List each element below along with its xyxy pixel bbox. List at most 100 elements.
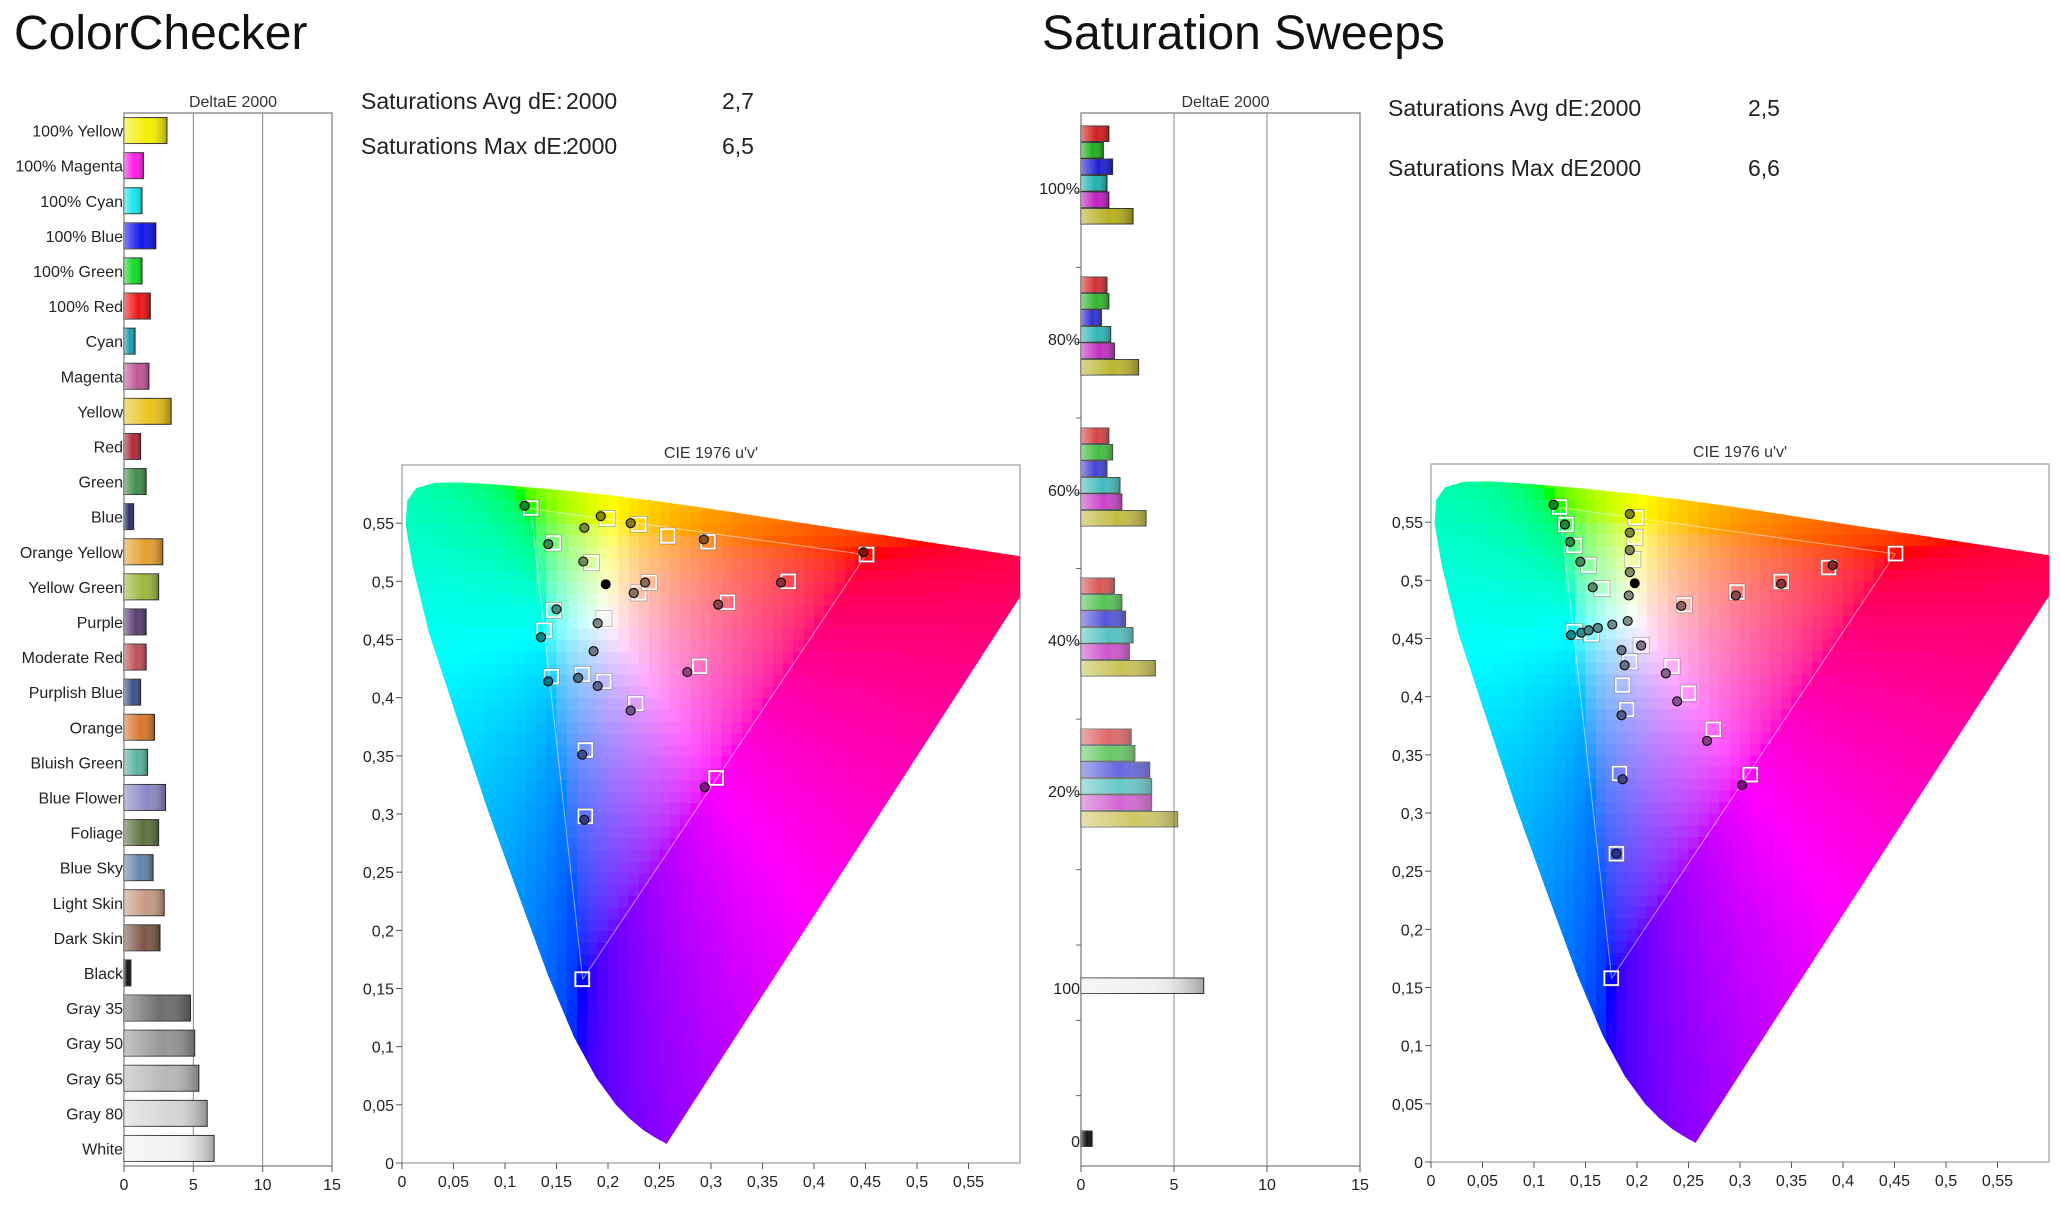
color-cell xyxy=(1051,651,1062,663)
color-cell xyxy=(608,860,620,873)
color-cell xyxy=(1051,861,1062,873)
color-cell xyxy=(1461,510,1473,523)
color-cell xyxy=(577,860,589,873)
color-cell xyxy=(608,1000,620,1013)
color-cell xyxy=(618,511,630,524)
color-cell xyxy=(587,837,599,850)
color-cell xyxy=(1472,591,1484,605)
color-cell xyxy=(628,1069,640,1083)
color-cell xyxy=(700,918,712,932)
color-cell xyxy=(1534,568,1546,582)
color-cell xyxy=(721,907,733,920)
category-label: Yellow Green xyxy=(28,580,123,597)
color-cell xyxy=(834,860,846,873)
color-cell xyxy=(1041,512,1052,524)
color-cell xyxy=(721,1023,733,1036)
color-cell xyxy=(1051,535,1062,547)
color-cell xyxy=(783,639,795,652)
bar-shade xyxy=(1081,1131,1093,1147)
color-cell xyxy=(556,883,568,897)
color-cell xyxy=(680,860,692,873)
color-cell xyxy=(669,558,681,571)
color-cell xyxy=(834,639,846,652)
color-cell xyxy=(618,930,630,943)
color-cell xyxy=(680,732,692,745)
x-tick-label: 10 xyxy=(1258,1177,1276,1194)
color-cell xyxy=(597,592,609,606)
color-cell xyxy=(618,976,630,990)
bar-shade xyxy=(124,924,161,951)
color-cell xyxy=(772,720,784,734)
color-cell xyxy=(762,662,774,676)
color-cell xyxy=(618,627,630,641)
color-cell xyxy=(535,581,547,594)
color-cell xyxy=(566,965,578,978)
color-cell xyxy=(484,482,496,490)
color-cell xyxy=(484,790,496,804)
color-cell xyxy=(597,837,609,850)
color-cell xyxy=(649,1000,661,1013)
color-cell xyxy=(1020,756,1031,768)
color-cell xyxy=(505,767,517,780)
color-cell xyxy=(855,732,867,745)
color-cell xyxy=(772,558,784,571)
color-cell xyxy=(1434,533,1443,547)
color-cell xyxy=(793,802,805,815)
color-cell xyxy=(1554,661,1566,675)
color-cell xyxy=(772,581,784,594)
color-cell xyxy=(1041,686,1052,698)
bar-group xyxy=(1080,276,1108,293)
color-cell xyxy=(535,732,547,745)
color-cell xyxy=(659,569,671,583)
color-cell xyxy=(1020,814,1031,826)
color-cell xyxy=(1544,685,1556,698)
color-cell xyxy=(814,616,826,629)
color-cell xyxy=(917,604,929,618)
color-cell xyxy=(1030,465,1041,477)
color-cell xyxy=(721,569,733,583)
color-cell xyxy=(1041,581,1052,593)
color-cell xyxy=(865,534,877,548)
color-cell xyxy=(463,674,475,687)
color-cell xyxy=(453,569,465,583)
color-cell xyxy=(535,802,547,815)
color-cell xyxy=(896,592,908,606)
color-cell xyxy=(1030,1116,1041,1128)
color-cell xyxy=(803,569,815,583)
color-cell xyxy=(1030,1012,1041,1024)
color-cell xyxy=(762,697,774,711)
bar-shade xyxy=(1081,142,1104,158)
x-tick-label: 0,15 xyxy=(541,1174,572,1191)
color-cell xyxy=(690,779,702,792)
color-cell xyxy=(700,627,712,641)
color-cell xyxy=(1534,650,1546,663)
color-cell xyxy=(741,662,753,676)
color-cell xyxy=(762,790,774,804)
color-cell xyxy=(649,988,661,1001)
color-cell xyxy=(618,860,630,873)
color-cell xyxy=(752,976,764,990)
group-label: 80% xyxy=(1048,332,1080,349)
color-cell xyxy=(1513,557,1525,570)
color-cell xyxy=(680,546,692,559)
color-cell xyxy=(690,767,702,780)
color-cell xyxy=(814,895,826,908)
color-cell xyxy=(474,674,486,687)
color-cell xyxy=(772,627,784,641)
color-cell xyxy=(814,732,826,745)
color-cell xyxy=(1451,498,1463,512)
color-cell xyxy=(793,639,805,652)
color-cell xyxy=(927,546,939,559)
color-cell xyxy=(587,779,599,792)
color-cell xyxy=(711,639,723,652)
color-cell xyxy=(1041,954,1052,966)
color-cell xyxy=(1441,522,1453,535)
color-cell xyxy=(741,592,753,606)
color-cell xyxy=(711,1011,723,1025)
color-cell xyxy=(546,639,558,652)
color-cell xyxy=(772,883,784,897)
color-cell xyxy=(1020,895,1031,907)
color-cell xyxy=(752,872,764,885)
color-cell xyxy=(608,1081,620,1094)
color-cell xyxy=(628,941,640,955)
